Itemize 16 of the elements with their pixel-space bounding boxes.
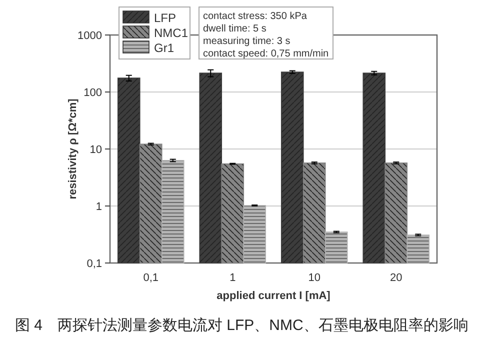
y-tick-label: 100 <box>84 87 102 99</box>
y-tick-label: 10 <box>90 144 102 156</box>
x-tick-label: 0,1 <box>143 272 159 284</box>
y-tick-label: 1000 <box>78 30 102 42</box>
x-tick-label: 20 <box>390 272 402 284</box>
legend-label: NMC1 <box>154 26 188 40</box>
caption: 图 4 两探针法测量参数电流对 LFP、NMC、石墨电极电阻率的影响 <box>15 317 468 334</box>
legend-label: LFP <box>154 11 176 25</box>
y-axis-title: resistivity ρ [Ω*cm] <box>67 98 79 200</box>
x-tick-label: 1 <box>230 272 236 284</box>
y-tick-label: 0,1 <box>86 258 102 270</box>
legend-label: Gr1 <box>154 41 174 55</box>
y-tick-label: 1 <box>96 201 102 213</box>
x-axis-title: applied current I [mA] <box>216 290 331 302</box>
x-tick-label: 10 <box>308 272 320 284</box>
annotation: contact stress: 350 kPa dwell time: 5 s measuring time: 3 s contact speed: 0,75 mm/min <box>203 11 329 60</box>
